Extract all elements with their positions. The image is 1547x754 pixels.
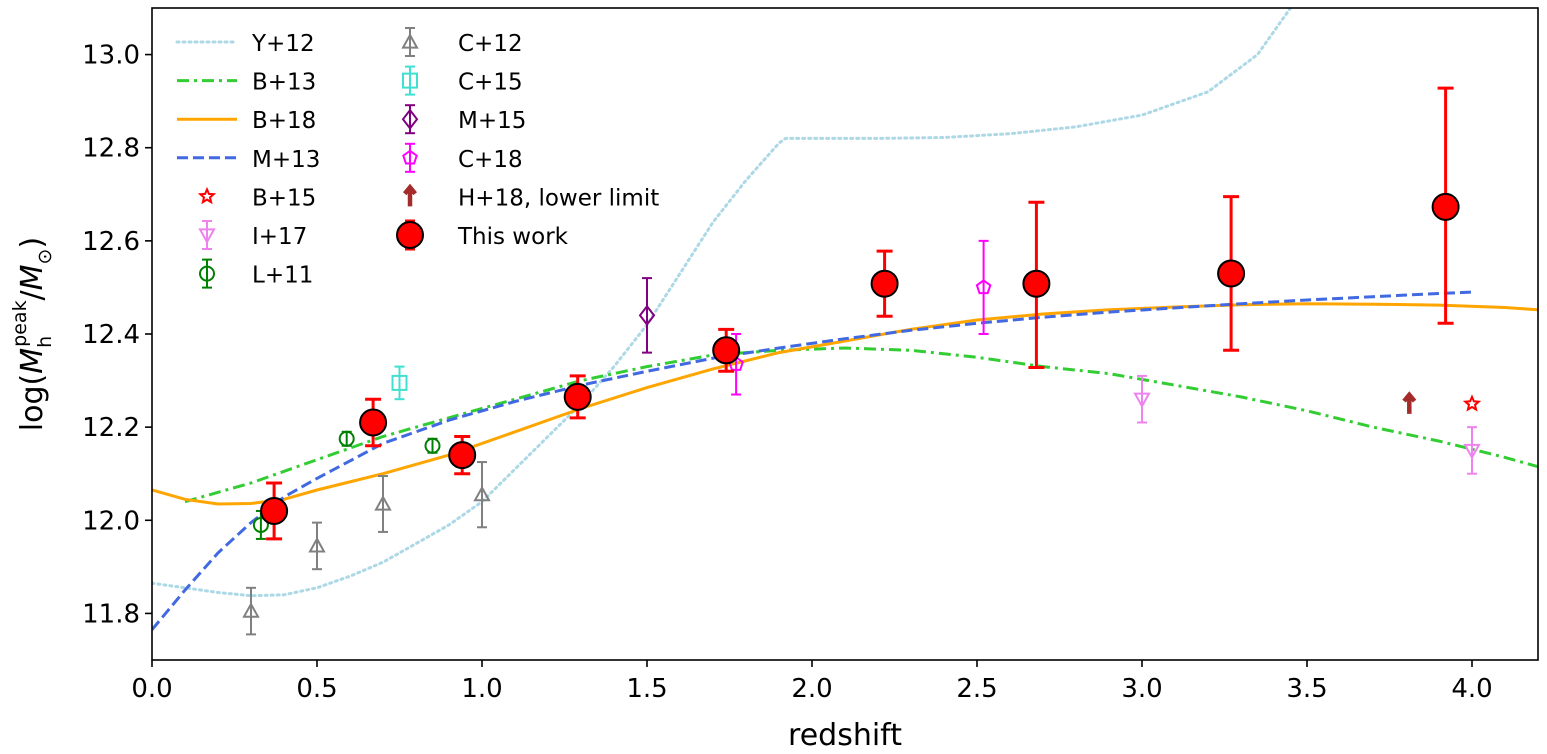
legend-label: M+15 — [458, 108, 526, 134]
legend-item: I+17 — [198, 220, 307, 250]
y-tick-label: 11.8 — [82, 599, 140, 629]
legend-label: M+13 — [252, 147, 320, 173]
series-c-12 — [242, 461, 491, 636]
y-tick-label: 12.0 — [82, 506, 140, 536]
data-point — [1463, 443, 1481, 460]
x-tick-label: 2.0 — [791, 674, 832, 704]
legend-label: C+18 — [458, 147, 523, 173]
y-tick-label: 12.6 — [82, 227, 140, 257]
data-point — [975, 279, 992, 295]
data-point — [308, 536, 326, 553]
x-tick-label: 4.0 — [1451, 674, 1492, 704]
data-point — [1133, 392, 1151, 409]
y-axis-ticks: 11.8 12.0 12.2 12.4 12.6 12.8 13.0 — [82, 41, 152, 629]
data-point — [359, 408, 388, 437]
data-point — [712, 336, 741, 365]
legend-marker — [197, 186, 217, 205]
y-tick-label: 13.0 — [82, 41, 140, 71]
y-tick-label: 12.8 — [82, 134, 140, 164]
plot-frame — [151, 7, 1539, 661]
data-point — [1462, 394, 1482, 412]
legend-label: L+11 — [252, 263, 313, 289]
data-point — [870, 269, 899, 298]
legend-marker — [402, 72, 418, 89]
line-y-12 — [152, 8, 1292, 598]
data-point — [260, 496, 289, 525]
legend-item: M+13 — [177, 147, 320, 173]
data-point — [448, 441, 477, 470]
series-b-15 — [1462, 394, 1482, 412]
x-axis-ticks: 0.0 0.5 1.0 1.5 2.0 2.5 3.0 3.5 4.0 — [131, 660, 1493, 704]
series-l-11 — [252, 430, 441, 540]
data-point — [1217, 259, 1246, 288]
legend-marker — [396, 221, 424, 249]
x-tick-label: 3.0 — [1121, 674, 1162, 704]
line-b-13 — [184, 346, 1538, 504]
data-point — [338, 430, 355, 447]
line-b-18 — [152, 302, 1538, 506]
legend-label: B+13 — [252, 70, 316, 96]
x-tick-label: 1.5 — [626, 674, 667, 704]
x-tick-label: 1.0 — [461, 674, 502, 704]
data-point — [374, 494, 392, 511]
data-point — [473, 485, 491, 502]
legend-item: C+15 — [402, 65, 523, 96]
data-point — [1431, 192, 1460, 221]
legend-label: H+18, lower limit — [458, 185, 659, 211]
legend-label: Y+12 — [251, 31, 315, 57]
legend-item: L+11 — [199, 258, 313, 289]
series-this-work — [260, 86, 1460, 541]
legend-marker — [401, 108, 419, 130]
legend-marker — [402, 149, 418, 165]
line-m-13 — [152, 290, 1473, 631]
y-axis-label: log(Mhpeak/M⊙) — [9, 237, 56, 431]
legend-item: B+15 — [197, 185, 316, 211]
series-i-17 — [1133, 374, 1481, 475]
data-point — [1402, 391, 1417, 414]
legend-label: B+18 — [252, 108, 316, 134]
data-point — [1022, 269, 1051, 298]
legend-item: H+18, lower limit — [403, 183, 659, 211]
legend-label: This work — [457, 224, 569, 250]
legend-marker — [401, 32, 419, 49]
x-tick-label: 2.5 — [956, 674, 997, 704]
legend-label: C+12 — [458, 31, 523, 57]
legend-item: This work — [396, 219, 569, 251]
legend-item: C+18 — [402, 142, 523, 173]
legend-label: B+15 — [252, 185, 316, 211]
legend-item: M+15 — [401, 104, 526, 135]
y-tick-label: 12.4 — [82, 320, 140, 350]
data-point — [242, 602, 260, 618]
series-c-15 — [391, 365, 408, 401]
y-tick-label: 12.2 — [82, 413, 140, 443]
data-point — [424, 437, 441, 454]
x-tick-label: 0.0 — [131, 674, 172, 704]
series-c-18 — [728, 239, 992, 396]
data-point — [638, 304, 656, 327]
legend-item: B+13 — [177, 70, 316, 96]
data-points — [242, 86, 1482, 636]
legend-label: C+15 — [458, 70, 523, 96]
data-point — [563, 382, 592, 411]
legend-item: B+18 — [177, 108, 316, 134]
x-axis-label: redshift — [788, 718, 902, 753]
legend-label: I+17 — [252, 224, 307, 250]
series-m-15 — [638, 277, 656, 354]
legend-marker — [198, 228, 216, 245]
x-tick-label: 0.5 — [296, 674, 337, 704]
legend-marker — [403, 183, 417, 207]
model-lines — [152, 8, 1538, 631]
legend-item: Y+12 — [175, 31, 315, 57]
legend: Y+12 B+13 B+18 M+13 B+15 I+17 L+11 C+12 C+15 M+15… — [175, 27, 659, 289]
legend-item: C+12 — [401, 27, 523, 57]
data-point — [391, 374, 408, 391]
series-h-18-lower-limit — [1402, 391, 1417, 414]
x-tick-label: 3.5 — [1286, 674, 1327, 704]
legend-marker — [199, 265, 215, 282]
data-point — [252, 516, 269, 533]
